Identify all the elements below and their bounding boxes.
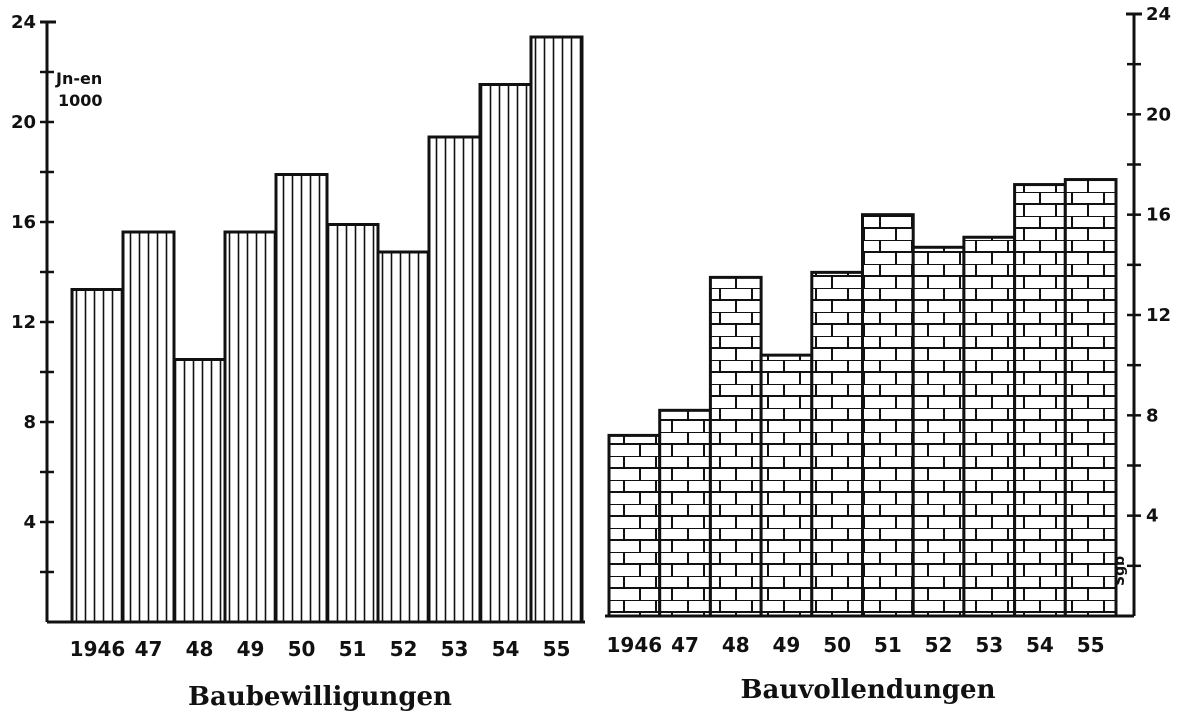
left-tick-label: 16	[11, 212, 36, 233]
bar-baubewilligungen-51	[325, 223, 380, 624]
category-labels: 1946 47 48 49 50 51 52 53 54 55 1946 47 48 49 50 51 52 53…	[70, 633, 1105, 661]
left-tick-label: 12	[11, 312, 36, 333]
panel-title-bauvollendungen: Bauvollendungen	[741, 675, 996, 705]
category-label: 55	[543, 637, 571, 661]
unit-label-line2: 1000	[58, 91, 103, 110]
bar-bauvollendungen-52	[911, 245, 966, 618]
bar-baubewilligungen-47	[121, 230, 176, 624]
category-label: 55	[1077, 633, 1105, 657]
y-axis-ticks: 4 4 8 8 12 12 16 16 20 20 24 24	[11, 4, 1171, 574]
category-label: 47	[671, 633, 699, 657]
category-label: 52	[390, 637, 418, 661]
category-label: 54	[1026, 633, 1054, 657]
right-tick-label: 8	[1146, 405, 1159, 426]
bar-bauvollendungen-48	[708, 275, 763, 618]
bar-baubewilligungen-53	[427, 135, 482, 624]
bar-baubewilligungen-50	[274, 173, 329, 624]
bar-bauvollendungen-49	[759, 353, 814, 618]
category-label: 48	[722, 633, 750, 657]
category-label: 51	[874, 633, 902, 657]
category-label: 49	[237, 637, 265, 661]
bar-baubewilligungen-48	[172, 358, 227, 624]
unit-label-line1: Jn-en	[55, 69, 102, 88]
right-tick-label: 12	[1146, 305, 1171, 326]
bar-bauvollendungen-55	[1063, 178, 1118, 618]
bars	[70, 35, 1118, 624]
right-tick-label: 4	[1146, 506, 1159, 527]
bar-baubewilligungen-1946	[70, 288, 125, 624]
bar-bauvollendungen-54	[1013, 183, 1067, 618]
category-label: 53	[441, 637, 469, 661]
bar-baubewilligungen-54	[478, 83, 533, 624]
category-label: 54	[492, 637, 520, 661]
category-label: 48	[186, 637, 214, 661]
category-label: 49	[773, 633, 801, 657]
bar-baubewilligungen-52	[376, 250, 431, 624]
bar-bauvollendungen-1946	[607, 433, 662, 618]
bar-bauvollendungen-47	[658, 408, 712, 618]
bar-bauvollendungen-51	[861, 213, 915, 618]
category-label: 52	[925, 633, 953, 657]
panel-title-baubewilligungen: Baubewilligungen	[188, 682, 452, 712]
category-label: 50	[823, 633, 851, 657]
right-tick-label: 24	[1146, 4, 1171, 25]
category-label: 50	[288, 637, 316, 661]
right-tick-label: 20	[1146, 104, 1171, 125]
bar-baubewilligungen-55	[529, 35, 584, 624]
left-tick-label: 24	[11, 12, 36, 33]
category-label: 1946	[607, 633, 663, 657]
bar-bauvollendungen-50	[810, 270, 864, 618]
left-tick-label: 8	[23, 412, 36, 433]
left-tick-label: 20	[11, 112, 36, 133]
left-tick-label: 4	[23, 512, 36, 533]
category-label: 51	[339, 637, 367, 661]
bar-baubewilligungen-49	[223, 230, 278, 624]
bar-bauvollendungen-53	[962, 235, 1017, 618]
category-label: 47	[135, 637, 163, 661]
right-tick-label: 16	[1146, 205, 1171, 226]
category-label: 1946	[70, 637, 126, 661]
category-label: 53	[975, 633, 1003, 657]
